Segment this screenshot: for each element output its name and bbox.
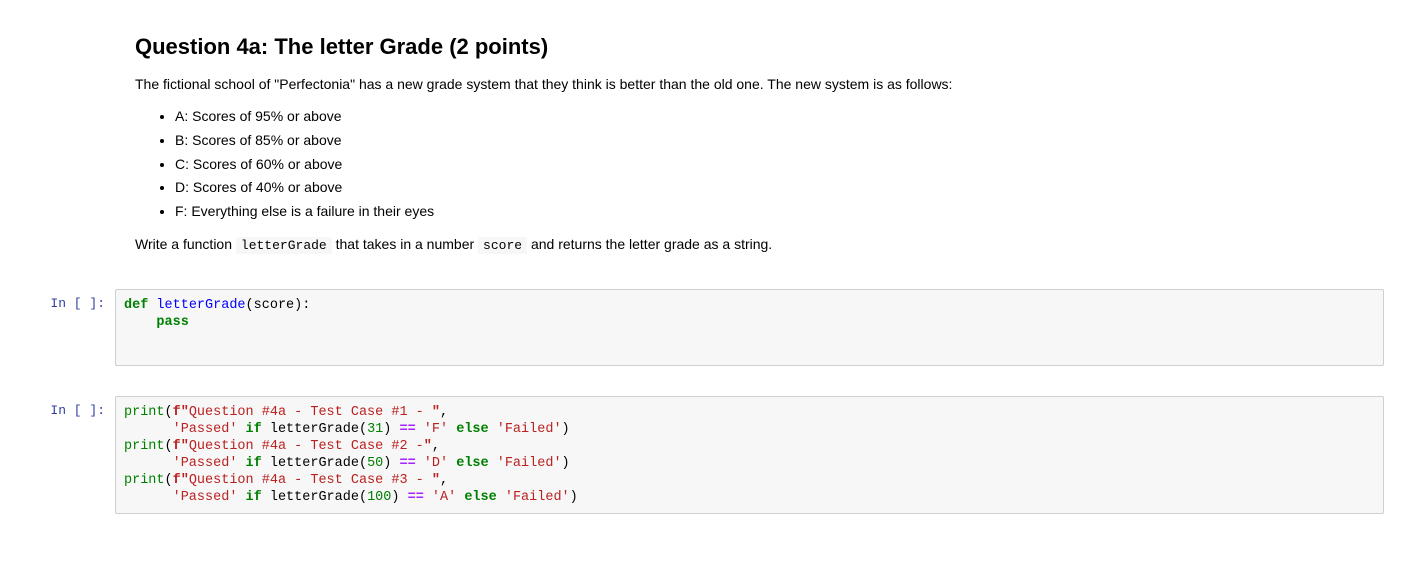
- call-fn: letterGrade: [270, 422, 359, 437]
- dquote: ": [432, 473, 440, 488]
- number-literal: 50: [367, 456, 383, 471]
- dquote: ": [424, 439, 432, 454]
- keyword-if: if: [246, 422, 262, 437]
- string-literal: 'F': [424, 422, 448, 437]
- operator-eq: ==: [399, 456, 415, 471]
- instruction-text: and returns the letter grade as a string…: [527, 236, 772, 252]
- code-input-area[interactable]: print(f"Question #4a - Test Case #1 - ",…: [115, 396, 1384, 514]
- keyword-else: else: [456, 456, 488, 471]
- comma: ,: [440, 405, 448, 420]
- builtin-print: print: [124, 473, 165, 488]
- string-literal: 'Failed': [497, 456, 562, 471]
- number-literal: 31: [367, 422, 383, 437]
- string-literal: Question #4a - Test Case #2 -: [189, 439, 424, 454]
- code-cell-1: In [ ]: def letterGrade(score): pass: [0, 289, 1409, 366]
- instruction-paragraph: Write a function letterGrade that takes …: [135, 234, 1349, 256]
- keyword-else: else: [464, 490, 496, 505]
- list-item: F: Everything else is a failure in their…: [175, 200, 1349, 224]
- instruction-text: Write a function: [135, 236, 236, 252]
- notebook-section: Question 4a: The letter Grade (2 points)…: [0, 0, 1409, 540]
- code-cell-2: In [ ]: print(f"Question #4a - Test Case…: [0, 396, 1409, 514]
- function-name: letterGrade: [156, 298, 245, 313]
- string-literal: Question #4a - Test Case #1 -: [189, 405, 432, 420]
- input-prompt: In [ ]:: [0, 396, 115, 514]
- string-literal: 'Passed': [173, 490, 238, 505]
- fstring-prefix: f": [173, 473, 189, 488]
- rparen: ): [570, 490, 578, 505]
- string-literal: 'Failed': [505, 490, 570, 505]
- code-input-area[interactable]: def letterGrade(score): pass: [115, 289, 1384, 366]
- question-heading: Question 4a: The letter Grade (2 points): [135, 34, 1349, 60]
- keyword-pass: pass: [156, 315, 188, 330]
- operator-eq: ==: [399, 422, 415, 437]
- code-content: print(f"Question #4a - Test Case #1 - ",…: [124, 404, 1375, 506]
- keyword-if: if: [246, 456, 262, 471]
- inline-code: letterGrade: [236, 237, 332, 254]
- call-fn: letterGrade: [270, 456, 359, 471]
- string-literal: 'D': [424, 456, 448, 471]
- string-literal: Question #4a - Test Case #3 -: [189, 473, 432, 488]
- code-content: def letterGrade(score): pass: [124, 297, 1375, 331]
- list-item: D: Scores of 40% or above: [175, 176, 1349, 200]
- intro-paragraph: The fictional school of "Perfectonia" ha…: [135, 74, 1349, 95]
- list-item: A: Scores of 95% or above: [175, 105, 1349, 129]
- builtin-print: print: [124, 439, 165, 454]
- operator-eq: ==: [408, 490, 424, 505]
- comma: ,: [440, 473, 448, 488]
- inline-code: score: [478, 237, 527, 254]
- fstring-prefix: f": [173, 405, 189, 420]
- call-fn: letterGrade: [270, 490, 359, 505]
- grade-rules-list: A: Scores of 95% or above B: Scores of 8…: [135, 105, 1349, 224]
- keyword-def: def: [124, 298, 148, 313]
- string-literal: 'A': [432, 490, 456, 505]
- dquote: ": [432, 405, 440, 420]
- number-literal: 100: [367, 490, 391, 505]
- string-literal: 'Failed': [497, 422, 562, 437]
- keyword-else: else: [456, 422, 488, 437]
- string-literal: 'Passed': [173, 422, 238, 437]
- list-item: C: Scores of 60% or above: [175, 153, 1349, 177]
- fstring-prefix: f": [173, 439, 189, 454]
- markdown-cell: Question 4a: The letter Grade (2 points)…: [135, 34, 1349, 255]
- list-item: B: Scores of 85% or above: [175, 129, 1349, 153]
- comma: ,: [432, 439, 440, 454]
- builtin-print: print: [124, 405, 165, 420]
- string-literal: 'Passed': [173, 456, 238, 471]
- instruction-text: that takes in a number: [332, 236, 478, 252]
- rparen: ): [562, 422, 570, 437]
- rparen: ): [562, 456, 570, 471]
- input-prompt: In [ ]:: [0, 289, 115, 366]
- keyword-if: if: [246, 490, 262, 505]
- signature-rest: (score):: [246, 298, 311, 313]
